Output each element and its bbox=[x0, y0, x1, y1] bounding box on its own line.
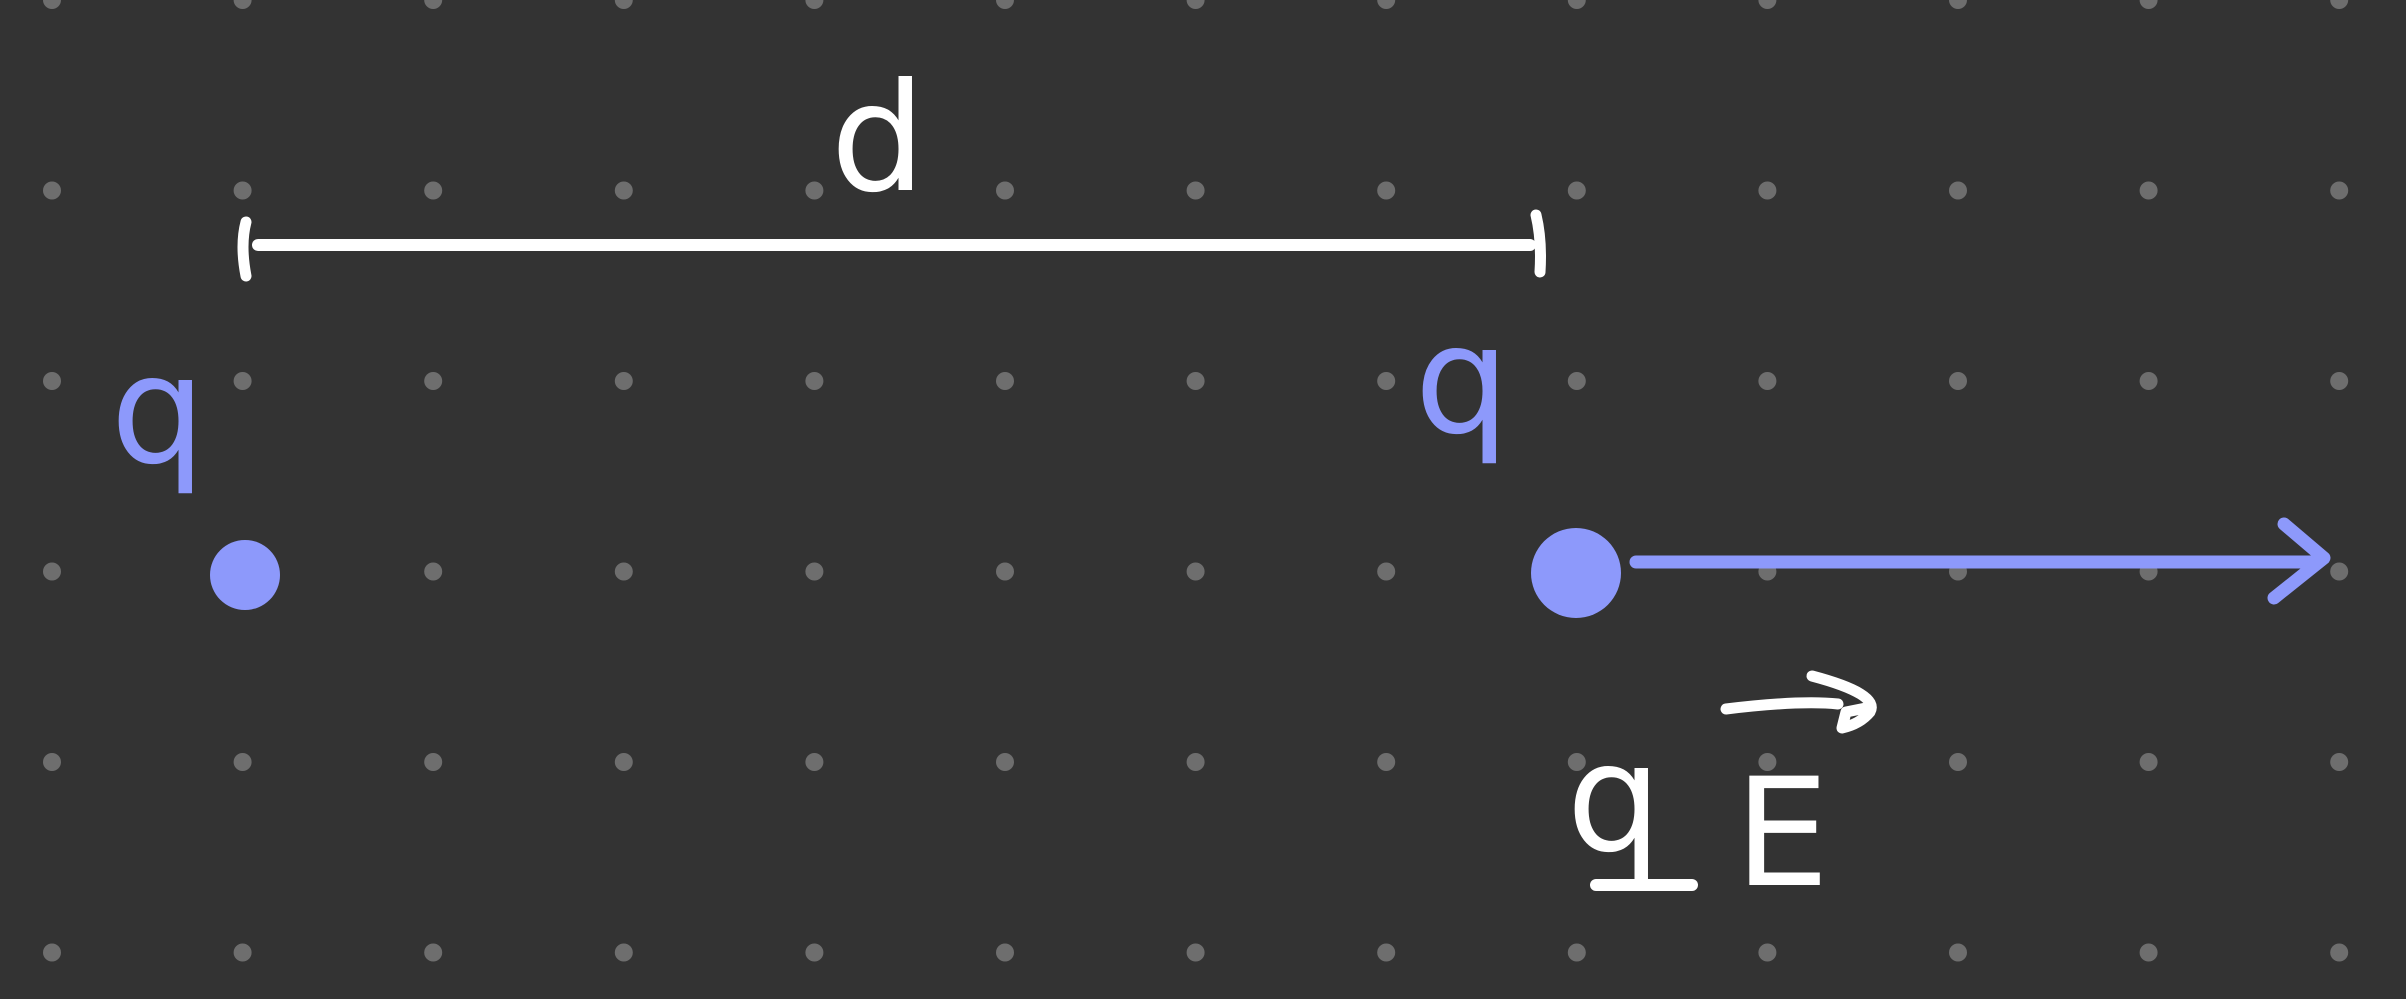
grid-dot bbox=[424, 753, 443, 771]
grid-dot bbox=[2330, 943, 2349, 962]
force-label-q: q bbox=[1566, 712, 1661, 886]
charge-right-dot bbox=[1531, 528, 1621, 618]
force-label-E: E bbox=[1735, 747, 1830, 921]
grid-dot bbox=[424, 562, 443, 581]
grid-dot bbox=[1949, 753, 1967, 771]
grid-dot bbox=[233, 372, 252, 390]
vector-hat-icon bbox=[1720, 670, 1877, 734]
grid-dot bbox=[1758, 0, 1777, 9]
grid-dot bbox=[233, 181, 252, 200]
grid-dot bbox=[43, 372, 61, 390]
grid-dot bbox=[424, 181, 443, 200]
grid-dot bbox=[1567, 753, 1586, 771]
grid-dot bbox=[233, 753, 252, 771]
grid-dot bbox=[1186, 0, 1205, 9]
grid-dot bbox=[2139, 372, 2158, 390]
grid-dot bbox=[2330, 372, 2349, 390]
charge-right-label: q bbox=[1414, 294, 1509, 468]
grid-dot bbox=[2330, 181, 2349, 200]
grid-dot bbox=[1758, 943, 1777, 962]
grid-dot bbox=[1186, 372, 1205, 390]
grid-dot bbox=[1949, 372, 1967, 390]
grid-dot bbox=[233, 0, 252, 9]
grid-dot bbox=[2139, 181, 2158, 200]
grid-dot bbox=[996, 372, 1014, 390]
grid-dot bbox=[996, 181, 1014, 200]
distance-label: d bbox=[830, 52, 925, 226]
distance-right-tick bbox=[1530, 209, 1546, 278]
grid-dot bbox=[1567, 0, 1586, 9]
force-arrow-head bbox=[2267, 517, 2331, 605]
grid-dot bbox=[424, 372, 443, 390]
grid-dot bbox=[1949, 181, 1967, 200]
vector-hat-shaft bbox=[1720, 697, 1844, 715]
vector-hat-head bbox=[1806, 670, 1877, 734]
grid-dot bbox=[614, 753, 633, 771]
grid-dot bbox=[233, 943, 252, 962]
grid-dot bbox=[614, 181, 633, 200]
grid-dot bbox=[996, 753, 1014, 771]
grid-dot bbox=[2330, 0, 2349, 9]
charge-left-label: q bbox=[110, 324, 205, 498]
grid-dot bbox=[805, 0, 824, 9]
grid-dot bbox=[1949, 0, 1967, 9]
grid-dot bbox=[43, 562, 61, 581]
grid-dot bbox=[614, 562, 633, 581]
grid-dot bbox=[2139, 943, 2158, 962]
grid-dot bbox=[424, 0, 443, 9]
grid-dot bbox=[1377, 181, 1396, 200]
grid-dot bbox=[996, 943, 1014, 962]
force-arrow-icon bbox=[1629, 517, 2331, 605]
grid-dot bbox=[2139, 753, 2158, 771]
grid-dot bbox=[805, 372, 824, 390]
grid-dot bbox=[996, 562, 1014, 581]
grid-dot bbox=[1377, 562, 1396, 581]
grid-dot bbox=[1758, 753, 1777, 771]
grid-dot bbox=[614, 0, 633, 9]
grid-dot bbox=[2139, 0, 2158, 9]
grid-dot bbox=[1377, 0, 1396, 9]
grid-dot bbox=[1567, 372, 1586, 390]
grid-dot bbox=[43, 943, 61, 962]
grid-dot bbox=[1377, 943, 1396, 962]
grid-dot bbox=[1186, 562, 1205, 581]
distance-marker bbox=[237, 209, 1546, 282]
grid-dot bbox=[2330, 753, 2349, 771]
grid-dot bbox=[1377, 753, 1396, 771]
grid-dot bbox=[805, 562, 824, 581]
grid-dot bbox=[1377, 372, 1396, 390]
grid-dot bbox=[424, 943, 443, 962]
grid-dot bbox=[43, 753, 61, 771]
grid-dot bbox=[1758, 181, 1777, 200]
grid-dot bbox=[43, 181, 61, 200]
grid-dot bbox=[2330, 562, 2349, 581]
grid-dot bbox=[43, 0, 61, 9]
grid-dot bbox=[1567, 181, 1586, 200]
grid-dot bbox=[614, 372, 633, 390]
grid-dot bbox=[1186, 181, 1205, 200]
grid-dot bbox=[996, 0, 1014, 9]
grid-dot bbox=[805, 943, 824, 962]
grid-dot bbox=[1186, 753, 1205, 771]
grid-dot bbox=[1949, 943, 1967, 962]
charge-left-dot bbox=[210, 540, 280, 610]
dot-grid bbox=[43, 0, 2349, 962]
grid-dot bbox=[1567, 943, 1586, 962]
grid-dot bbox=[614, 943, 633, 962]
grid-dot bbox=[805, 181, 824, 200]
distance-left-tick bbox=[237, 216, 252, 282]
grid-dot bbox=[1758, 372, 1777, 390]
grid-dot bbox=[1186, 943, 1205, 962]
grid-dot bbox=[805, 753, 824, 771]
